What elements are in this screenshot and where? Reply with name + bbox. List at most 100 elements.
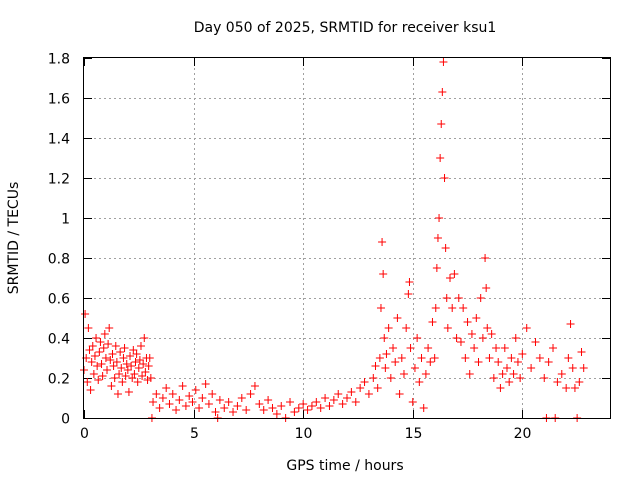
data-point (105, 324, 114, 332)
data-point (405, 278, 414, 286)
data-point (566, 320, 575, 328)
data-point (312, 398, 321, 406)
data-point (430, 354, 439, 362)
data-point (303, 406, 312, 414)
data-point (470, 344, 479, 352)
data-point (482, 284, 491, 292)
data-point (496, 384, 505, 392)
data-point (155, 404, 164, 412)
data-point (92, 334, 101, 342)
data-point (544, 358, 553, 366)
data-point (107, 382, 116, 390)
data-point (88, 342, 97, 350)
data-point (446, 274, 455, 282)
data-point (255, 400, 264, 408)
x-tick-label: 0 (80, 426, 89, 442)
data-point (424, 344, 433, 352)
data-point (128, 374, 137, 382)
data-point (94, 376, 103, 384)
data-point (500, 344, 509, 352)
data-point (146, 374, 155, 382)
data-point (386, 374, 395, 382)
data-point (250, 382, 259, 390)
data-point (112, 358, 121, 366)
data-point (85, 346, 94, 354)
data-point (131, 358, 140, 366)
data-point (562, 384, 571, 392)
y-tick-label: 1 (61, 212, 70, 228)
data-point (364, 390, 373, 398)
data-point (307, 402, 316, 410)
data-point (325, 402, 334, 410)
data-point (133, 378, 142, 386)
y-tick-label: 0.4 (48, 332, 70, 348)
data-point (198, 394, 207, 402)
data-point (90, 352, 99, 360)
data-point (452, 334, 461, 342)
data-point (208, 390, 217, 398)
data-point (494, 358, 503, 366)
data-point (375, 354, 384, 362)
data-point (149, 398, 158, 406)
y-tick-label: 1.2 (48, 172, 70, 188)
x-tick-label: 20 (514, 426, 532, 442)
chart-title: Day 050 of 2025, SRMTID for receiver ksu… (194, 20, 497, 36)
data-point (334, 390, 343, 398)
data-point (461, 354, 470, 362)
data-point (120, 344, 129, 352)
data-point (138, 372, 147, 380)
data-point (195, 404, 204, 412)
data-point (511, 334, 520, 342)
data-point (371, 362, 380, 370)
data-point (498, 370, 507, 378)
data-point (81, 310, 90, 318)
data-point (242, 406, 251, 414)
data-point (229, 408, 238, 416)
data-point (220, 404, 229, 412)
data-point (454, 294, 463, 302)
data-point (527, 364, 536, 372)
data-point (404, 290, 413, 298)
data-point (459, 304, 468, 312)
data-point (389, 344, 398, 352)
data-point (373, 384, 382, 392)
data-point (553, 378, 562, 386)
data-point (188, 398, 197, 406)
data-point (531, 338, 540, 346)
data-point (277, 402, 286, 410)
data-point (513, 358, 522, 366)
data-point (111, 342, 120, 350)
y-tick-label: 0.2 (48, 372, 70, 388)
data-point (540, 374, 549, 382)
data-point (158, 394, 167, 402)
plot-frame (83, 57, 611, 419)
data-point (505, 378, 514, 386)
data-point (391, 358, 400, 366)
data-point (118, 378, 127, 386)
data-point (299, 400, 308, 408)
data-point (351, 398, 360, 406)
data-point (356, 384, 365, 392)
data-point (478, 334, 487, 342)
data-point (369, 374, 378, 382)
data-point (502, 364, 511, 372)
data-point (419, 404, 428, 412)
data-point (286, 398, 295, 406)
data-point (87, 358, 96, 366)
data-point (211, 408, 220, 416)
data-point (329, 396, 338, 404)
data-point (101, 354, 110, 362)
data-point (435, 214, 444, 222)
data-point (123, 366, 132, 374)
y-tick-label: 1.6 (48, 92, 70, 108)
data-point (104, 340, 113, 348)
data-point (472, 314, 481, 322)
data-point (481, 254, 490, 262)
data-point (117, 364, 126, 372)
data-point (113, 390, 122, 398)
data-point (360, 378, 369, 386)
data-point (93, 362, 102, 370)
data-point (139, 360, 148, 368)
data-point (115, 370, 124, 378)
y-tick-label: 0.6 (48, 292, 70, 308)
